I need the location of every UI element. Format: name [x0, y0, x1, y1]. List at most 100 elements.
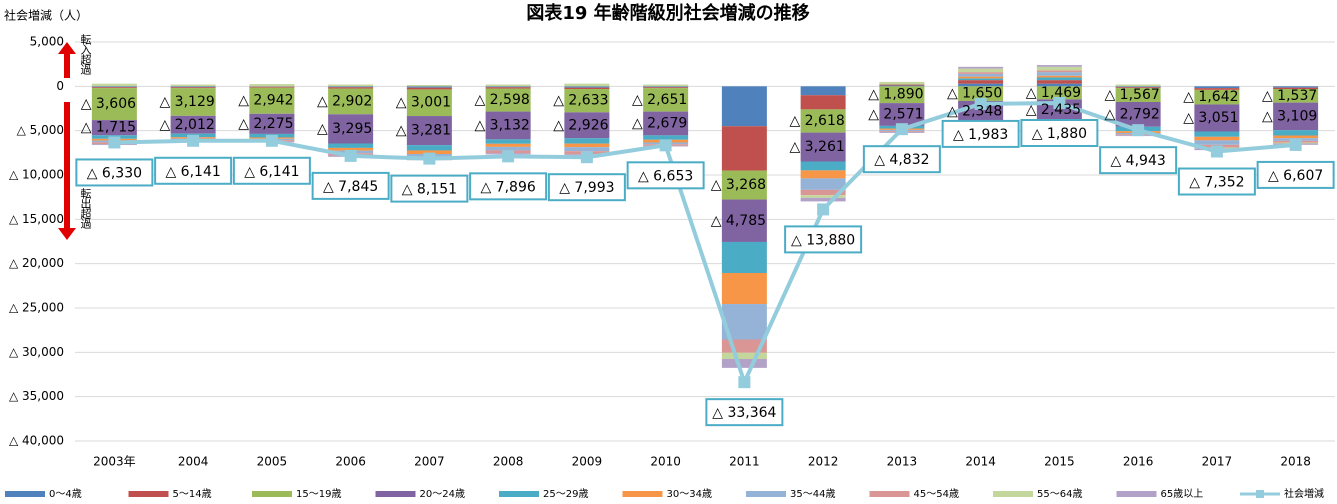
bar-segment [564, 143, 610, 148]
x-tick-label: 2008 [493, 455, 524, 469]
line-marker [108, 136, 121, 149]
bar-segment [1273, 135, 1319, 139]
bar-segment [958, 76, 1004, 79]
line-marker [1132, 124, 1145, 137]
data-label: △ 13,880 [791, 232, 855, 248]
bar-segment [1115, 84, 1161, 87]
legend-label: 35～44歳 [790, 488, 835, 500]
data-label: △ 4,943 [1110, 153, 1165, 169]
line-layer [108, 97, 1302, 389]
data-label-box [469, 172, 548, 201]
y-tick-label: △ 10,000 [9, 168, 64, 182]
bar-segment [564, 138, 610, 144]
data-label-box [705, 398, 784, 427]
bar-segment [328, 143, 374, 148]
legend-label: 45～54歳 [914, 488, 959, 500]
data-label: △ 1,880 [1032, 126, 1087, 142]
legend-label: 20～24歳 [420, 488, 465, 500]
bar-segment [721, 199, 767, 242]
data-label: △ 6,141 [244, 164, 299, 180]
data-label: △ 1,650 [947, 86, 1002, 102]
bar-segment [1194, 131, 1240, 137]
bar-segment [406, 116, 452, 146]
bar-segment [1194, 89, 1240, 105]
bar-segment [643, 135, 689, 140]
data-label: △ 3,132 [474, 117, 529, 133]
data-label: △ 3,295 [317, 121, 372, 137]
chart-title: 図表19 年齢階級別社会増減の推移 [526, 2, 809, 24]
bar-segment [958, 86, 1004, 101]
data-label-box [1256, 160, 1335, 189]
bar-segment [721, 241, 767, 274]
bar-segment [406, 85, 452, 87]
bar-segment [328, 84, 374, 87]
bar-segment [1194, 136, 1240, 141]
line-marker [580, 151, 593, 164]
data-label: △ 1,890 [868, 87, 923, 103]
data-label: △ 2,942 [238, 93, 293, 109]
line-marker [502, 150, 515, 163]
bar-segment [643, 84, 689, 87]
bar-segment [406, 86, 452, 88]
data-label: △ 3,001 [396, 95, 451, 111]
data-label: △ 2,633 [553, 93, 608, 109]
legend-swatch [5, 491, 45, 497]
bar-segment [91, 120, 137, 136]
legend-label: 65歳以上 [1161, 488, 1204, 500]
data-label: △ 2,926 [553, 117, 608, 133]
bar-segment [879, 85, 925, 87]
data-label: △ 2,435 [1026, 102, 1081, 118]
y-tick-label: △ 35,000 [9, 389, 64, 403]
bar-segment [1036, 75, 1082, 78]
bar-segment [170, 88, 216, 116]
line [114, 100, 1296, 388]
legend-swatch [993, 491, 1033, 497]
legend-swatch [869, 491, 910, 497]
x-tick-label: 2016 [1123, 455, 1154, 469]
data-label-box [75, 158, 154, 187]
data-label: △ 1,983 [953, 127, 1008, 143]
legend-swatch [1116, 491, 1157, 497]
line-marker [738, 376, 751, 389]
data-label: △ 3,051 [1183, 110, 1238, 126]
bar-segment [1036, 66, 1082, 71]
legend-swatch [375, 491, 416, 497]
bar-segment [800, 132, 846, 162]
bar-segment [406, 87, 452, 90]
bar-segment [91, 87, 137, 89]
bar-segment [170, 84, 216, 87]
bar-segment [1036, 77, 1082, 81]
bar-segment [1036, 65, 1082, 67]
bar-segment [879, 103, 925, 126]
bar-segment [800, 189, 846, 196]
data-label: △ 6,330 [87, 165, 142, 181]
bar-segment [800, 170, 846, 179]
bar-segment [1115, 88, 1161, 103]
bar-segment [800, 95, 846, 110]
bar-segment [1273, 87, 1319, 89]
bar-segment [1115, 86, 1161, 88]
line-marker [1053, 97, 1066, 110]
data-label-box [390, 174, 469, 203]
labels: △ 3,606 △ 3,129 △ 2,942 △ 2,902 △ 3,001 △ 2,5… [75, 85, 1335, 427]
x-tick-label: 2012 [808, 455, 839, 469]
annotation-out: 転出超過 [79, 188, 92, 228]
data-label: △ 2,651 [632, 92, 687, 108]
data-label: △ 7,993 [559, 180, 614, 196]
bar-segment [958, 80, 1004, 84]
legend-label: 社会増減 [1284, 487, 1324, 500]
data-label: △ 2,275 [238, 116, 293, 132]
x-tick-label: 2006 [335, 455, 366, 469]
bar-segment [800, 195, 846, 198]
data-label: △ 1,642 [1183, 89, 1238, 105]
legend-label: 30～34歳 [667, 488, 712, 500]
bar-segment [721, 170, 767, 200]
bar-segment [170, 87, 216, 89]
bar-segment [1273, 88, 1319, 103]
bar-segment [406, 89, 452, 117]
line-marker [1289, 138, 1302, 151]
data-label: △ 3,261 [789, 139, 844, 155]
bar-segment [564, 112, 610, 139]
data-label: △ 1,567 [1104, 87, 1159, 103]
data-label: △ 2,679 [632, 115, 687, 131]
